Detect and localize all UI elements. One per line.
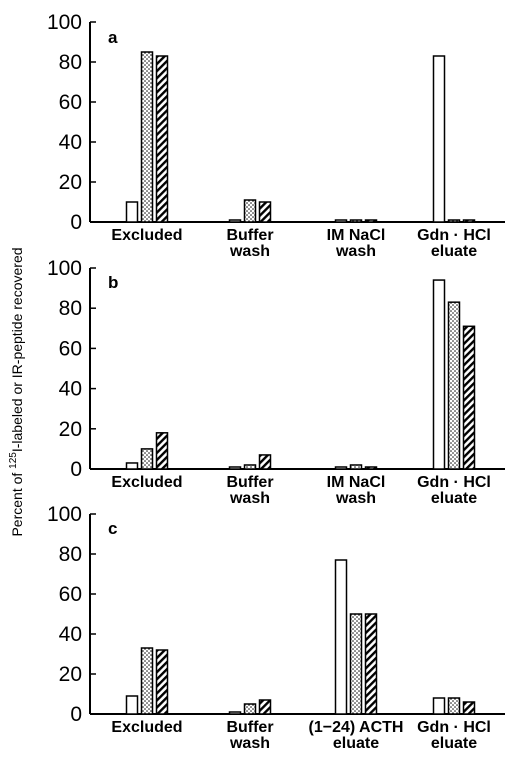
y-tick-label: 100 xyxy=(47,257,82,280)
category-label: wash xyxy=(229,243,270,260)
y-tick-label: 20 xyxy=(59,418,82,441)
y-tick-label: 80 xyxy=(59,51,82,74)
category-label: wash xyxy=(229,735,270,752)
bar xyxy=(228,711,242,715)
bar xyxy=(447,301,461,470)
category-label: (1−24) ACTH xyxy=(309,719,404,736)
bar xyxy=(364,219,378,223)
y-tick-label: 20 xyxy=(59,171,82,194)
y-tick-label: 40 xyxy=(59,131,82,154)
category-label: Excluded xyxy=(111,227,182,244)
y-tick-label: 40 xyxy=(59,378,82,401)
bar xyxy=(432,279,446,470)
bar xyxy=(155,649,169,715)
bar xyxy=(364,466,378,470)
bar xyxy=(228,219,242,223)
y-axis-label: Percent of 125I-labeled or IR-peptide re… xyxy=(8,247,25,536)
bar xyxy=(364,613,378,715)
category-label: Excluded xyxy=(111,719,182,736)
bar xyxy=(334,466,348,470)
bar xyxy=(432,697,446,715)
category-label: IM NaCl xyxy=(327,474,386,491)
bar xyxy=(334,219,348,223)
bar xyxy=(125,201,139,223)
category-label: Gdn · HCl xyxy=(417,719,491,736)
category-label: eluate xyxy=(431,735,477,752)
y-tick-label: 0 xyxy=(70,211,82,234)
category-label: eluate xyxy=(431,243,477,260)
bar xyxy=(140,647,154,715)
bar xyxy=(140,51,154,223)
panel-letter: a xyxy=(108,28,118,47)
bar xyxy=(258,454,272,470)
bar xyxy=(432,55,446,223)
panel-letter: c xyxy=(108,519,117,538)
bar xyxy=(349,219,363,223)
bar xyxy=(140,448,154,470)
category-label: Buffer xyxy=(226,227,273,244)
bar xyxy=(125,462,139,470)
bar xyxy=(462,219,476,223)
bar xyxy=(125,695,139,715)
bar xyxy=(349,464,363,470)
category-label: eluate xyxy=(333,735,379,752)
y-tick-label: 80 xyxy=(59,297,82,320)
y-tick-label: 100 xyxy=(47,503,82,526)
y-tick-label: 0 xyxy=(70,458,82,481)
category-label: Gdn · HCl xyxy=(417,474,491,491)
bar xyxy=(349,613,363,715)
category-label: wash xyxy=(335,490,376,507)
bar xyxy=(155,432,169,470)
y-tick-label: 60 xyxy=(59,337,82,360)
y-tick-label: 0 xyxy=(70,703,82,726)
bar xyxy=(243,199,257,223)
bar xyxy=(155,55,169,223)
bar xyxy=(243,464,257,470)
category-label: eluate xyxy=(431,490,477,507)
y-tick-label: 60 xyxy=(59,583,82,606)
y-tick-label: 20 xyxy=(59,663,82,686)
category-label: wash xyxy=(335,243,376,260)
bar xyxy=(462,701,476,715)
panel-letter: b xyxy=(108,273,118,292)
y-tick-label: 60 xyxy=(59,91,82,114)
y-tick-label: 40 xyxy=(59,623,82,646)
category-label: Buffer xyxy=(226,719,273,736)
y-tick-label: 80 xyxy=(59,543,82,566)
category-label: Excluded xyxy=(111,474,182,491)
bar xyxy=(462,325,476,470)
category-label: Gdn · HCl xyxy=(417,227,491,244)
bar xyxy=(447,219,461,223)
bar xyxy=(258,699,272,715)
bar xyxy=(334,559,348,715)
bar xyxy=(243,703,257,715)
bar xyxy=(228,466,242,470)
bar xyxy=(258,201,272,223)
y-tick-label: 100 xyxy=(47,11,82,34)
category-label: wash xyxy=(229,490,270,507)
category-label: IM NaCl xyxy=(327,227,386,244)
bar xyxy=(447,697,461,715)
category-label: Buffer xyxy=(226,474,273,491)
